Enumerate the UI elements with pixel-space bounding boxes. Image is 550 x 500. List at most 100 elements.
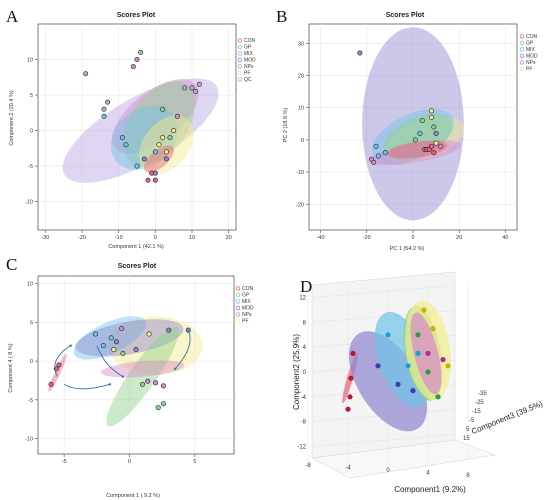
title-a: Scores Plot (117, 12, 156, 19)
z-tick-label: -5 (469, 418, 475, 424)
data-point-qc (83, 71, 89, 77)
legend-marker-gp (519, 40, 525, 46)
legend-label-qc: QC (244, 77, 252, 83)
x-tick-label: 20 (226, 235, 232, 241)
legend-marker-mod (235, 305, 241, 311)
x-tick-label: 0 (386, 468, 390, 474)
y-tick-label: 10 (298, 106, 304, 112)
data-point-mod (375, 363, 381, 369)
x-tick-label: 4 (426, 470, 430, 476)
trajectory-arrow (96, 345, 124, 377)
legend-label-con: CON (242, 286, 254, 292)
data-point-con (348, 375, 354, 381)
x-tick-label: 20 (456, 235, 462, 241)
y-tick-label: 8 (303, 320, 307, 326)
data-point-mix (385, 332, 391, 338)
data-point-gp (160, 401, 166, 407)
data-point-nps (134, 57, 140, 63)
y-tick-label: -10 (296, 170, 304, 176)
data-point-mod (133, 347, 139, 353)
trajectory-arrow (54, 345, 71, 377)
legend-label-con: CON (526, 34, 538, 40)
ylabel-c: Component 4 ( 8 %) (8, 343, 14, 392)
y-tick-label: 5 (30, 320, 33, 326)
data-point-qc (193, 88, 199, 94)
trajectory-arrowhead (108, 383, 112, 386)
legend-label-mix: MIX (242, 299, 252, 305)
data-point-mix (119, 135, 125, 141)
data-point-qc (105, 99, 111, 105)
ylabel-a: Component 2 (20.4 %) (9, 90, 15, 146)
x-tick-label: -40 (317, 235, 325, 241)
confidence-ellipse-con (48, 353, 67, 392)
z-tick-label: -25 (475, 400, 484, 406)
data-point-qc (196, 81, 202, 87)
confidence-ellipse-gp (123, 81, 195, 166)
data-point-gp (140, 381, 146, 387)
legend-marker-gp (235, 292, 241, 298)
y-tick-label: 0 (30, 129, 33, 135)
confidence-ellipse-qc (62, 78, 219, 183)
x-tick-label: 0 (411, 235, 414, 241)
legend-marker-mod (237, 57, 243, 63)
y-tick-label: 12 (299, 296, 306, 302)
x-tick-label: 5 (193, 459, 196, 465)
y-tick-label: -8 (301, 420, 307, 426)
data-point-gp (419, 118, 425, 124)
panel-label-a: A (6, 7, 19, 26)
confidence-ellipse-pf (108, 316, 203, 376)
legend-label-mix: MIX (526, 47, 536, 53)
data-point-con (431, 150, 437, 156)
trajectory-arrow (63, 383, 110, 390)
data-point-nps (160, 383, 166, 389)
data-point-mod (141, 156, 147, 162)
data-point-pf (111, 347, 117, 353)
data-point-nps (174, 113, 180, 119)
gridline-y (311, 434, 456, 447)
legend-label-con: CON (244, 38, 256, 44)
data-point-con (149, 170, 155, 176)
data-point-nps (153, 380, 159, 386)
x-tick-label: -10 (115, 235, 123, 241)
data-point-pf (428, 114, 434, 120)
data-point-gp (120, 350, 126, 356)
legend-marker-mix (235, 299, 241, 304)
xlabel-a: Component 1 (42.1 %) (108, 244, 164, 250)
gridline-y (311, 285, 456, 298)
y-tick-label: 10 (27, 282, 33, 288)
legend-marker-pf (237, 70, 243, 76)
x-tick-label: -5 (62, 459, 67, 465)
data-point-mix (123, 142, 129, 148)
legend-marker-con (237, 38, 243, 43)
ylabel-d: Component2 (25.9%) (292, 334, 301, 410)
confidence-ellipse-pf (384, 116, 465, 163)
data-point-mod (163, 156, 169, 162)
chart-marks: -30 -20 -10 0 10 20-10-50510CONGPMIXMODNPsPFQ… (25, 23, 538, 479)
trajectory-arrow (174, 329, 191, 370)
data-point-gp (415, 332, 421, 338)
panel-label-d: D (300, 277, 312, 296)
data-point-con (145, 177, 151, 183)
confidence-ellipse-mix (110, 105, 178, 170)
y-tick-label: -12 (297, 444, 306, 450)
xlabel-b: PC 1 (54.2 %) (390, 246, 425, 252)
legend-marker-qc (237, 77, 243, 82)
legend-label-mod: MOD (242, 306, 254, 312)
data-point-mix (382, 150, 388, 156)
x-tick-label: 10 (189, 235, 195, 241)
data-point-pf (160, 135, 166, 141)
legend-marker-mix (237, 51, 243, 56)
data-point-mix (100, 343, 106, 349)
data-point-pf (146, 331, 152, 337)
panel-label-c: C (6, 255, 17, 274)
data-point-nps (440, 357, 446, 363)
x-tick-label: 8 (466, 473, 470, 479)
data-point-mod (185, 327, 191, 333)
legend-marker-con (519, 34, 525, 39)
confidence-ellipse-nps (112, 79, 199, 154)
y-tick-label: 5 (30, 93, 33, 99)
data-point-nps (130, 64, 136, 70)
data-point-pf (433, 140, 439, 146)
x-tick-label: -4 (345, 466, 351, 472)
trajectory-arrowhead (174, 367, 177, 371)
